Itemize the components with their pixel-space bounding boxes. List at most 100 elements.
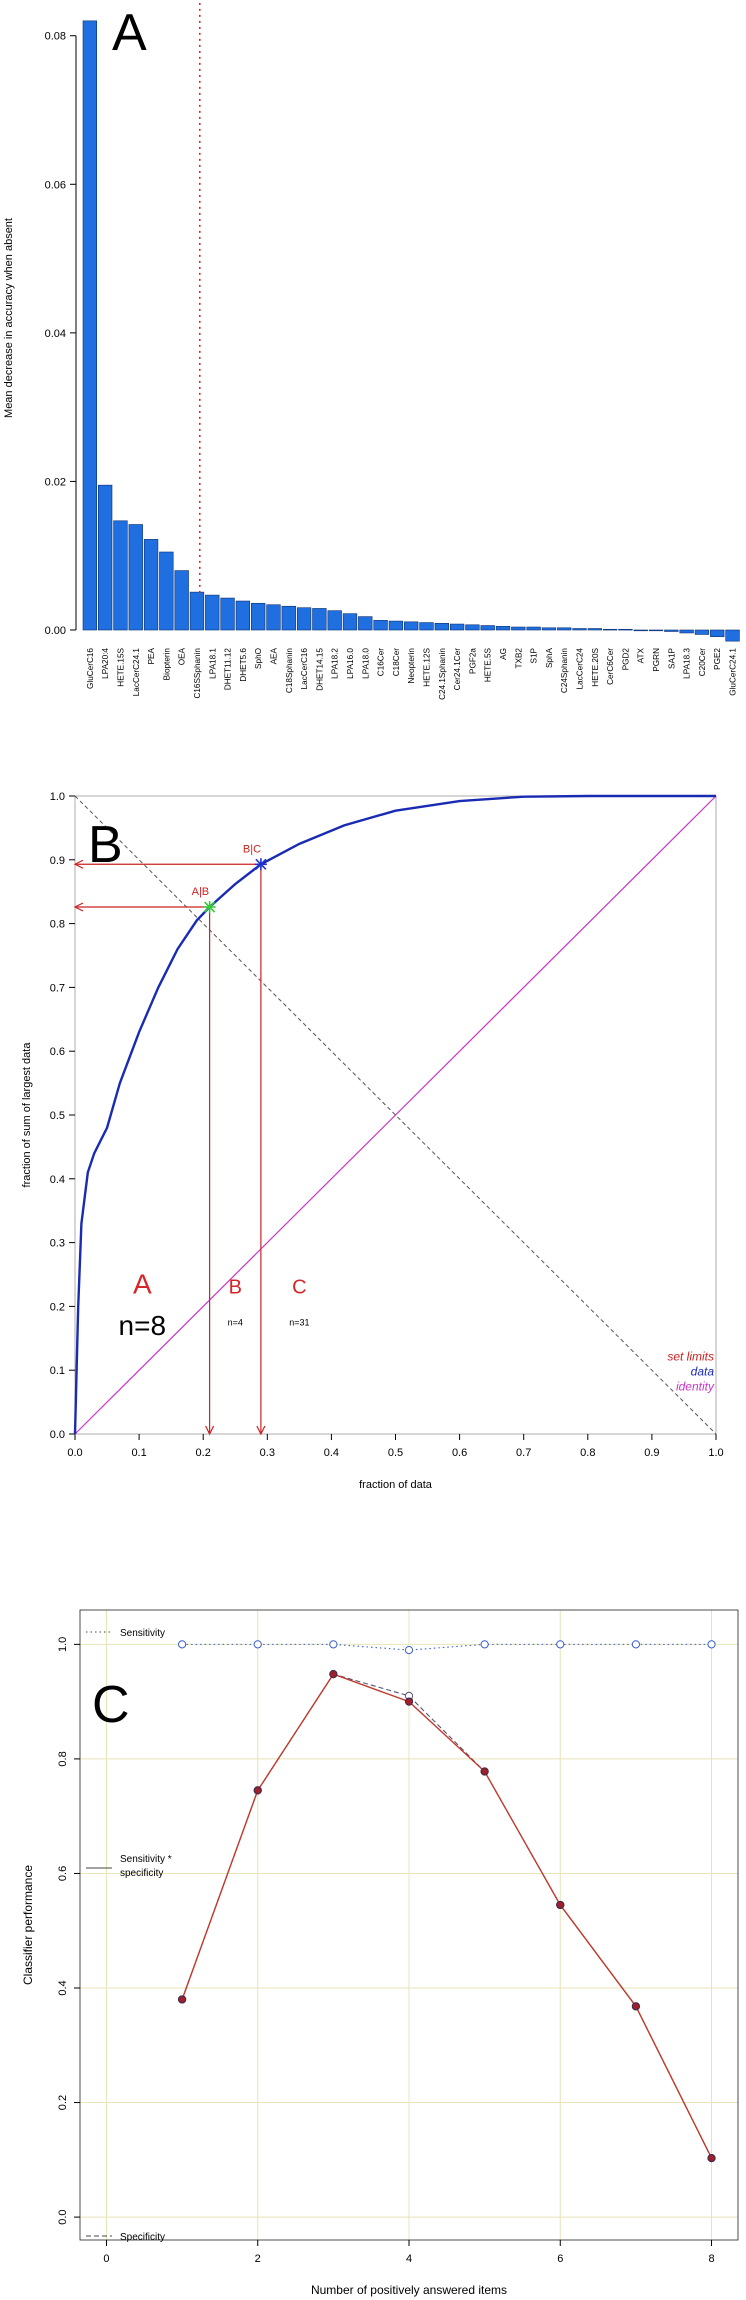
diagonal-line bbox=[74, 795, 717, 1435]
bar bbox=[694, 629, 710, 635]
bar bbox=[128, 524, 143, 631]
region-label: A bbox=[133, 1269, 152, 1300]
x-category-label: Biopterin bbox=[162, 648, 171, 681]
bar bbox=[618, 628, 633, 631]
bar bbox=[281, 605, 296, 631]
x-category-label: DHET5.6 bbox=[239, 648, 248, 682]
data-point bbox=[178, 1640, 187, 1649]
x-category-label: Neopterin bbox=[407, 648, 416, 684]
x-axis-label: Number of positively answered items bbox=[311, 2283, 507, 2297]
bar bbox=[679, 629, 694, 634]
y-tick-label: 0.2 bbox=[50, 1301, 65, 1313]
y-tick-label: 0.8 bbox=[50, 919, 65, 931]
bar bbox=[342, 613, 358, 631]
bar bbox=[602, 628, 618, 631]
data-point bbox=[329, 1670, 338, 1679]
x-category-label: C24.1Sphanin bbox=[438, 648, 447, 700]
y-tick-label: 0.6 bbox=[50, 1046, 65, 1058]
data-point bbox=[556, 1640, 565, 1649]
x-category-label: LPA16.0 bbox=[346, 648, 355, 679]
legend-label: Sensitivity bbox=[120, 1628, 165, 1639]
x-category-label: PEA bbox=[147, 647, 156, 664]
bar bbox=[511, 626, 526, 631]
x-category-label: AG bbox=[499, 648, 508, 660]
x-category-label: HETE.20S bbox=[591, 647, 600, 686]
bar bbox=[557, 627, 572, 631]
x-category-label: C20Cer bbox=[698, 648, 707, 676]
x-category-label: C18Cer bbox=[392, 648, 401, 676]
bar bbox=[449, 623, 465, 631]
data-point bbox=[480, 1767, 489, 1776]
y-tick-label: 0.4 bbox=[50, 1174, 65, 1186]
data-point bbox=[707, 1640, 716, 1649]
bar bbox=[296, 607, 312, 631]
y-axis-label: Mean decrease in accuracy when absent bbox=[3, 218, 15, 418]
legend-label: specificity bbox=[120, 1868, 163, 1879]
bar bbox=[113, 520, 128, 631]
limit-arrow-head bbox=[73, 859, 84, 869]
y-tick-label: 0.8 bbox=[57, 1751, 69, 1766]
x-axis-label: fraction of data bbox=[359, 1479, 433, 1491]
data-point bbox=[707, 2154, 716, 2163]
x-category-label: HETE.5S bbox=[484, 647, 493, 682]
y-axis-label: Classifier performance bbox=[21, 1865, 35, 1985]
bar bbox=[633, 629, 648, 632]
x-category-label: SphO bbox=[254, 648, 263, 669]
x-category-label: S1P bbox=[530, 647, 539, 663]
data-curve bbox=[73, 794, 716, 1435]
x-tick-label: 1.0 bbox=[708, 1447, 723, 1459]
x-category-label: LacCerC24.1 bbox=[132, 648, 141, 697]
x-category-label: PGD2 bbox=[621, 648, 630, 671]
bar bbox=[725, 629, 740, 642]
x-category-label: C16SSphanin bbox=[193, 648, 202, 699]
data-point bbox=[404, 1645, 414, 1655]
x-category-label: HETE.12S bbox=[423, 647, 432, 686]
x-category-label: PGRN bbox=[652, 648, 661, 672]
bar bbox=[710, 629, 725, 637]
bar bbox=[373, 620, 388, 631]
x-tick-label: 0.1 bbox=[131, 1447, 146, 1459]
identity-line bbox=[74, 795, 717, 1435]
bar bbox=[358, 616, 373, 631]
y-tick-label: 0.3 bbox=[50, 1238, 65, 1250]
x-category-label: C18Sphanin bbox=[285, 648, 294, 694]
region-count: n=8 bbox=[119, 1310, 167, 1341]
y-axis-label: fraction of sum of largest data bbox=[21, 1042, 33, 1188]
series-line bbox=[181, 1673, 713, 2159]
x-tick-label: 0 bbox=[103, 2253, 109, 2265]
series-line bbox=[181, 1673, 713, 2159]
bar bbox=[312, 608, 327, 631]
series-line bbox=[182, 1643, 712, 1651]
y-tick-label: 0.2 bbox=[57, 2095, 69, 2110]
data-point bbox=[178, 1995, 187, 2004]
region-count: n=4 bbox=[228, 1318, 243, 1328]
x-category-label: Cer24.1Cer bbox=[453, 648, 462, 691]
x-category-label: LPA18.2 bbox=[331, 648, 340, 679]
x-category-label: TXB2 bbox=[514, 648, 523, 669]
x-category-label: PGF2a bbox=[468, 648, 477, 674]
x-category-label: GluCerC24.1 bbox=[729, 648, 738, 696]
y-tick-label: 1.0 bbox=[50, 791, 65, 803]
bar bbox=[189, 591, 205, 631]
legend-label: Sensitivity * bbox=[120, 1854, 172, 1865]
data-point bbox=[631, 2002, 640, 2011]
x-tick-label: 8 bbox=[708, 2253, 714, 2265]
x-category-label: GluCerC16 bbox=[86, 648, 95, 689]
x-category-label: SA1P bbox=[667, 647, 676, 668]
bar bbox=[205, 594, 220, 631]
limit-arrow-head bbox=[73, 902, 84, 912]
bar bbox=[327, 610, 342, 631]
x-tick-label: 0.4 bbox=[324, 1447, 339, 1459]
bar-chart-importance: 0.00 0.02 0.04 0.06 0.08 Mean decrease in acc… bbox=[3, 0, 740, 700]
panel-b: 0.0 0.0 0.1 0.1 0.2 0.2 0.3 0.3 0.4 0.4 0.5 0.5 0.6 0… bbox=[0, 760, 746, 1520]
x-category-label: OEA bbox=[178, 647, 187, 665]
y-tick-label: 0.00 bbox=[45, 625, 66, 637]
limit-label: A|B bbox=[192, 886, 210, 898]
panel-label-c: C bbox=[92, 1676, 130, 1734]
y-tick-label: 0.06 bbox=[45, 179, 66, 191]
bar bbox=[235, 600, 251, 631]
y-tick-label: 0.9 bbox=[50, 855, 65, 867]
region-count: n=31 bbox=[289, 1318, 309, 1328]
y-tick-label: 0.7 bbox=[50, 982, 65, 994]
x-category-label: SphA bbox=[545, 647, 554, 668]
